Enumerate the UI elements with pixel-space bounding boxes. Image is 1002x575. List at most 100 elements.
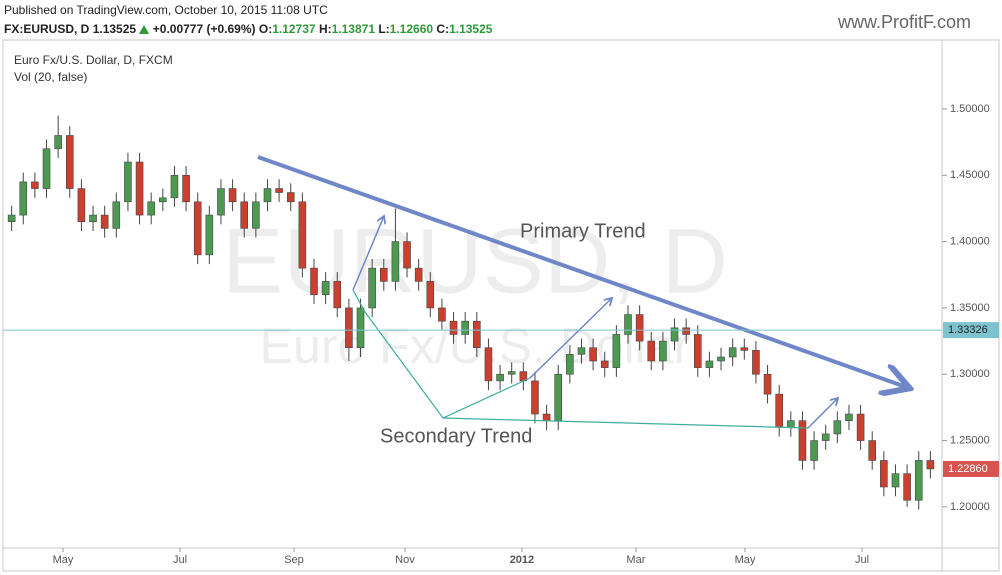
hline-label: 1.33326	[948, 324, 988, 336]
candle-body	[124, 161, 132, 203]
y-tick-label: 1.35000	[950, 302, 990, 314]
candle-body	[170, 174, 179, 199]
trend-arrow	[352, 216, 384, 291]
y-tick-label: 1.40000	[950, 236, 990, 248]
close-label: C:	[436, 22, 450, 36]
secondary-trend-line	[352, 289, 531, 419]
candle-body	[77, 188, 86, 223]
trend-arrow	[807, 398, 838, 429]
candle-body	[310, 267, 318, 295]
y-tick-label: 1.30000	[950, 368, 990, 380]
trend-drawings	[257, 155, 906, 429]
candle-body	[914, 460, 923, 501]
trend-arrow	[529, 298, 612, 379]
candle-body	[635, 314, 644, 342]
x-tick-label: Sep	[284, 554, 304, 566]
candle-body	[821, 433, 830, 441]
candle-body	[891, 473, 900, 488]
chart-frame	[2, 39, 1000, 572]
low-label: L:	[378, 22, 390, 36]
candle-body	[54, 135, 62, 150]
candle-body	[554, 373, 563, 421]
candle-body	[426, 281, 435, 309]
y-tick-label: 1.20000	[950, 501, 990, 513]
candle-body	[496, 373, 504, 382]
candle-body	[507, 371, 516, 375]
candle-body	[263, 188, 272, 203]
candle-body	[286, 192, 295, 203]
candle-body	[252, 201, 260, 229]
logo: www.ProfitF.com	[838, 12, 972, 32]
hline-label-box	[943, 322, 999, 339]
y-tick-label: 1.25000	[950, 434, 990, 446]
candle-body	[542, 413, 551, 421]
candle-body	[473, 320, 481, 349]
candle-body	[577, 347, 586, 355]
candle-body	[763, 373, 772, 395]
high-value: 1.13871	[331, 22, 375, 36]
x-tick-label: 2012	[510, 554, 534, 566]
candle-body	[787, 420, 795, 428]
candle-body	[775, 393, 783, 428]
secondary-trend-line	[442, 417, 809, 429]
candle-body	[298, 201, 307, 269]
candle-body	[193, 201, 202, 256]
candle-body	[403, 241, 411, 269]
candle-body	[693, 334, 702, 368]
candle-body	[333, 281, 342, 309]
x-tick-label: May	[53, 554, 74, 566]
candle-body	[903, 473, 911, 501]
candle-body	[659, 340, 667, 362]
candle-body	[275, 188, 283, 193]
candle-body	[31, 181, 39, 189]
x-tick-label: Mar	[626, 554, 645, 566]
candle-body	[926, 460, 935, 470]
candle-body	[624, 314, 632, 335]
candle-body	[612, 334, 621, 368]
candle-body	[740, 347, 749, 351]
candle-body	[880, 460, 888, 488]
candle-body	[112, 201, 121, 229]
candle-body	[484, 347, 493, 382]
candle-body	[42, 148, 51, 189]
candle-body	[589, 347, 597, 362]
candle-body	[566, 354, 574, 375]
indicator-label: Vol (20, false)	[14, 70, 87, 84]
candle-body	[147, 201, 155, 216]
candle-body	[856, 413, 865, 441]
candle-body	[438, 307, 446, 322]
open-label: O:	[258, 22, 273, 36]
candle-body	[600, 360, 609, 368]
low-value: 1.12660	[389, 22, 434, 36]
candle-body	[100, 214, 109, 229]
x-tick-label: Jul	[855, 554, 869, 566]
candle-body	[182, 174, 190, 203]
up-arrow-icon	[139, 25, 150, 35]
candle-body	[159, 197, 167, 203]
candle-body	[531, 380, 539, 415]
candle-body	[414, 267, 423, 282]
close-value: 1.13525	[449, 22, 493, 36]
candle-body	[65, 135, 74, 189]
candle-body	[135, 161, 144, 216]
candle-body	[449, 320, 458, 335]
x-tick-label: May	[735, 554, 756, 566]
candle-body	[647, 340, 656, 362]
candle-body	[217, 188, 225, 216]
candle-body	[461, 320, 469, 335]
x-tick-label: Jul	[173, 554, 187, 566]
change: +0.00777 (+0.69%)	[152, 22, 256, 36]
last-price: 1.13525	[92, 22, 137, 36]
candle-body	[728, 347, 737, 358]
candle-body	[228, 188, 237, 203]
candle-body	[89, 214, 97, 223]
symbol: FX:EURUSD, D	[4, 22, 90, 36]
candle-body	[833, 420, 842, 435]
candle-body	[356, 307, 365, 349]
candle-body	[368, 267, 376, 309]
candle-body	[7, 214, 16, 223]
candle-body	[240, 201, 249, 229]
candle-body	[717, 356, 725, 362]
